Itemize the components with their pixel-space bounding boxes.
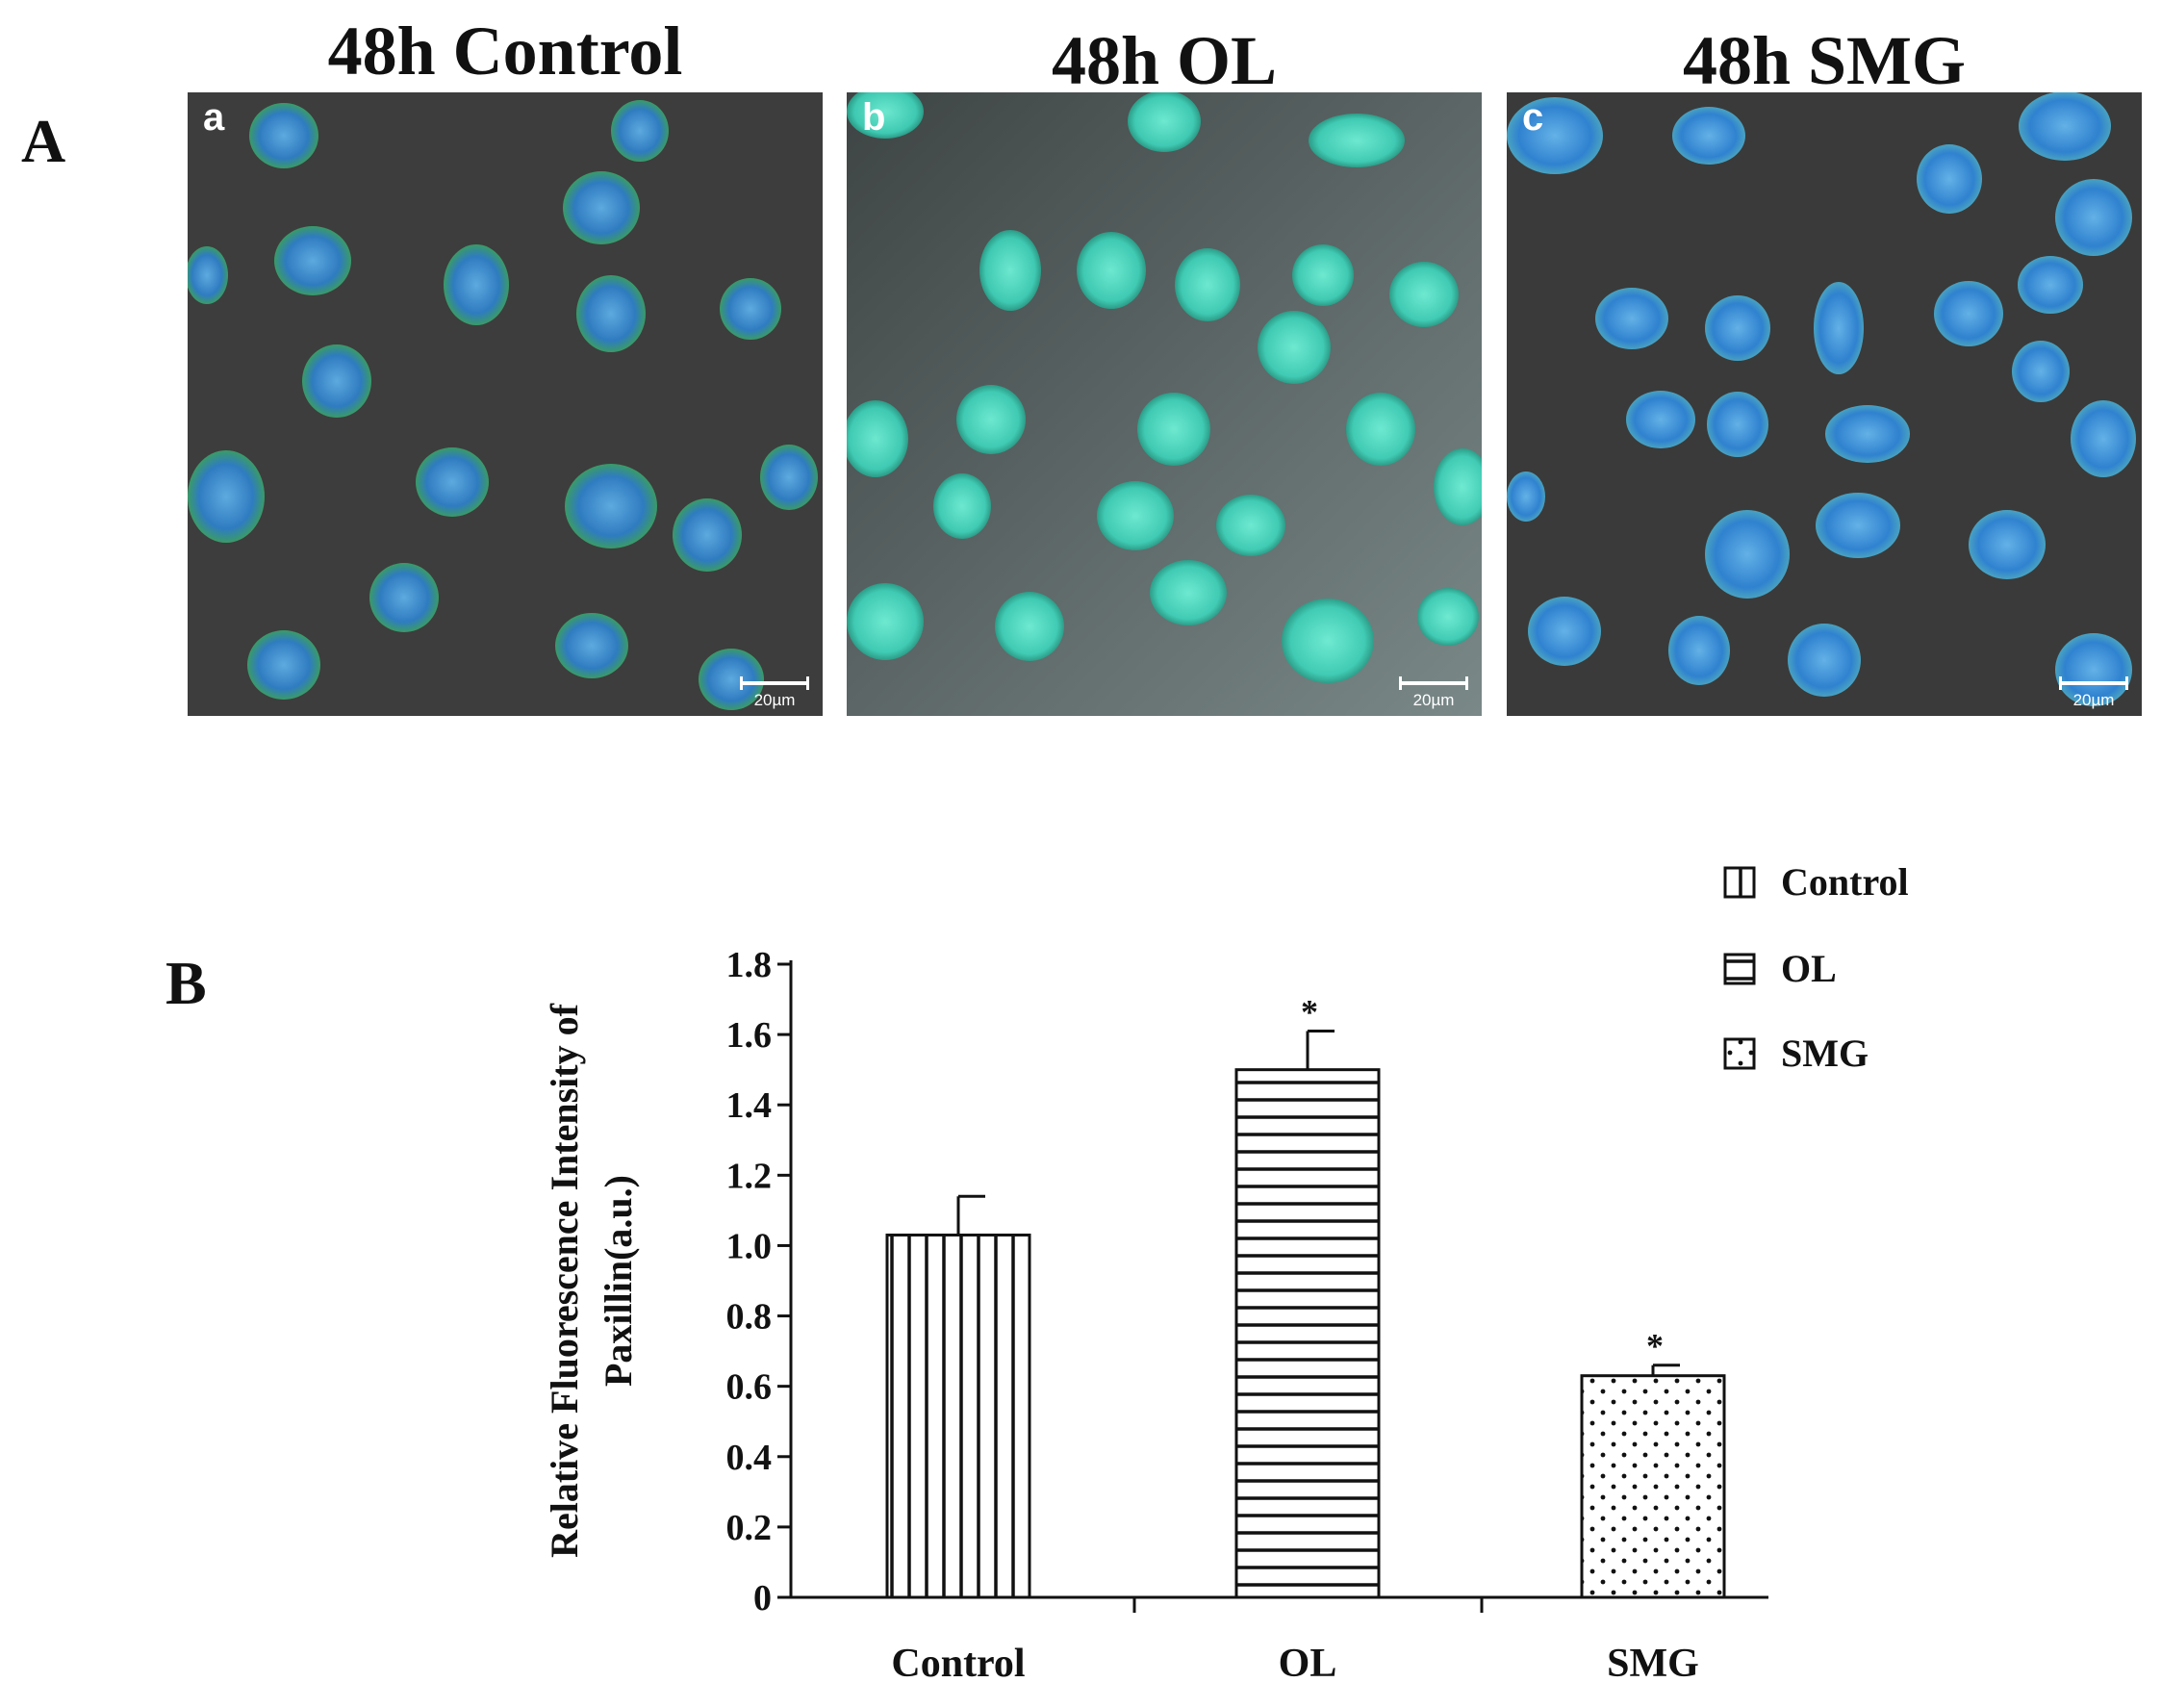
micrograph-smg-cells bbox=[1507, 92, 2142, 716]
bar-control bbox=[885, 1233, 1031, 1599]
y-tick-label: 1.8 bbox=[726, 945, 773, 985]
y-tick-label: 1.6 bbox=[726, 1015, 773, 1056]
scale-bar-smg: 20µm bbox=[2059, 676, 2128, 710]
x-tick-label: SMG bbox=[1607, 1642, 1699, 1686]
y-tick-label: 1.0 bbox=[726, 1226, 773, 1266]
x-tick-label: Control bbox=[891, 1642, 1025, 1686]
legend-label: SMG bbox=[1781, 1032, 1869, 1075]
y-tick-label: 0.6 bbox=[726, 1367, 773, 1408]
micrograph-title-smg: 48h SMG bbox=[1682, 22, 1967, 99]
y-axis-label-line2: Paxillin(a.u.) bbox=[597, 1175, 640, 1387]
legend-label: Control bbox=[1781, 860, 1909, 904]
panel-b-letter: B bbox=[165, 949, 207, 1017]
y-axis-label-line1: Relative Fluorescence Intensity of bbox=[543, 1003, 586, 1557]
scale-bar-control: 20µm bbox=[740, 676, 809, 710]
bar-ol bbox=[1234, 1068, 1381, 1599]
y-tick-label: 1.4 bbox=[726, 1085, 773, 1126]
legend-swatch bbox=[1723, 1037, 1756, 1070]
y-tick-label: 0.4 bbox=[726, 1438, 773, 1478]
micrograph-control: a 20µm bbox=[188, 92, 823, 716]
scale-bar-label: 20µm bbox=[753, 691, 796, 709]
micrograph-smg: c 20µm bbox=[1507, 92, 2142, 716]
y-tick-label: 0.8 bbox=[726, 1297, 773, 1338]
micrograph-ol: b 20µm bbox=[847, 92, 1482, 716]
x-tick-label: OL bbox=[1279, 1642, 1337, 1686]
legend-swatch bbox=[1723, 953, 1756, 985]
micrograph-title-ol: 48h OL bbox=[1051, 22, 1278, 99]
panel-a-letter: A bbox=[21, 107, 66, 175]
scale-bar-label: 20µm bbox=[1412, 691, 1455, 709]
micrograph-ol-cells bbox=[847, 92, 1482, 716]
scale-bar-ol: 20µm bbox=[1399, 676, 1468, 710]
micrograph-label-b: b bbox=[862, 96, 886, 139]
micrograph-title-control: 48h Control bbox=[327, 13, 683, 89]
y-tick-label: 0 bbox=[753, 1578, 772, 1619]
legend-label: OL bbox=[1781, 947, 1837, 990]
legend-swatch bbox=[1723, 866, 1756, 899]
micrograph-label-c: c bbox=[1522, 96, 1544, 139]
significance-marker: * bbox=[1646, 1327, 1664, 1365]
micrograph-control-cells bbox=[188, 92, 823, 716]
bar-smg bbox=[1580, 1374, 1726, 1599]
y-tick-label: 1.2 bbox=[726, 1156, 773, 1196]
micrograph-label-a: a bbox=[203, 96, 225, 139]
y-tick-label: 0.2 bbox=[726, 1508, 773, 1548]
significance-marker: * bbox=[1301, 992, 1318, 1031]
scale-bar-label: 20µm bbox=[2072, 691, 2115, 709]
